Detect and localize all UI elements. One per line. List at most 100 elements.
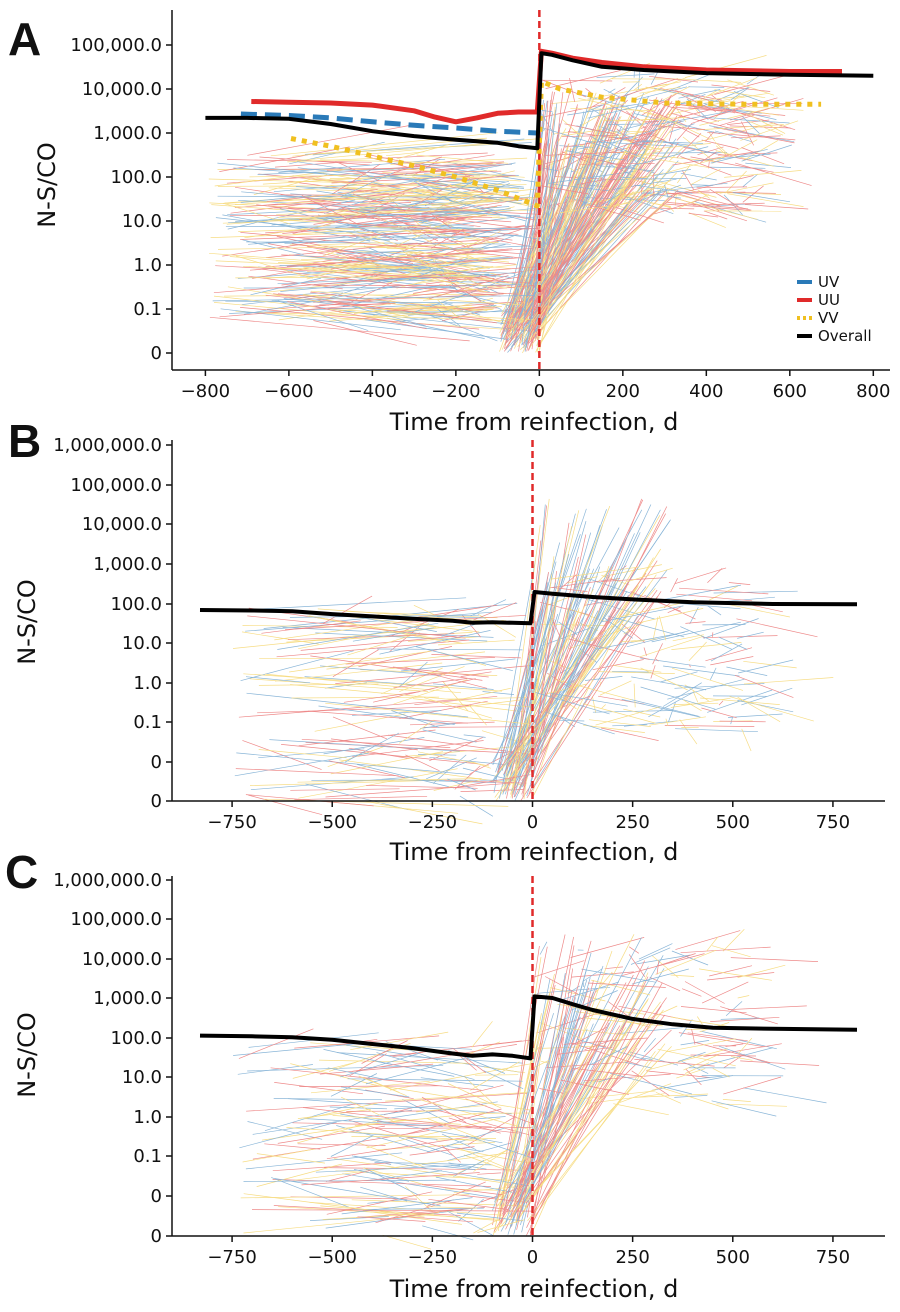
trajectory-line <box>326 1191 433 1215</box>
y-tick-label: 1,000.0 <box>93 554 162 575</box>
trajectory-line <box>525 955 664 1197</box>
trajectory-line <box>323 1049 392 1065</box>
trajectory-line <box>714 130 752 143</box>
trajectory-line <box>297 1119 380 1144</box>
x-tick-label: 500 <box>716 1247 750 1268</box>
x-tick-label: 200 <box>606 381 640 402</box>
trajectory-line <box>253 174 328 196</box>
trajectory-line <box>652 616 659 639</box>
trajectory-line <box>526 591 662 799</box>
trajectory-line <box>444 1188 498 1191</box>
trajectory-line <box>638 943 673 960</box>
trajectory-line <box>649 716 706 726</box>
trajectory-line <box>306 253 413 273</box>
trajectory-line <box>671 950 709 966</box>
trajectory-line <box>240 1194 470 1199</box>
trajectory-line <box>432 186 510 190</box>
trajectory-line <box>412 293 467 314</box>
trajectory-line <box>640 126 646 129</box>
trajectory-line <box>508 1023 564 1209</box>
trajectory-line <box>318 1059 471 1064</box>
trajectory-line <box>343 610 498 619</box>
trajectory-line <box>347 632 421 656</box>
trajectory-line <box>746 74 761 85</box>
trajectory-line <box>318 705 455 725</box>
trajectory-line <box>473 602 517 621</box>
panel-b: B 0 0 0.1 1.0 10.0 100.0 1,000.0 10,000.0 100,00… <box>8 415 885 866</box>
trajectory-line <box>612 671 652 673</box>
trajectory-line <box>399 719 435 744</box>
trajectory-line <box>668 702 676 722</box>
trajectory-line <box>393 678 468 689</box>
x-tick-label: −250 <box>408 812 457 833</box>
trajectory-line <box>521 968 665 1204</box>
trajectory-line <box>690 90 717 106</box>
trajectory-line <box>281 198 474 201</box>
trajectory-line <box>297 778 482 783</box>
trajectory-line <box>212 295 535 302</box>
trajectory-line <box>675 567 727 584</box>
trajectory-line <box>300 634 466 651</box>
trajectory-line <box>583 724 645 733</box>
trajectory-line <box>667 606 681 614</box>
trajectory-line <box>298 768 458 799</box>
trajectory-line <box>710 656 754 666</box>
trajectory-line <box>723 104 804 111</box>
trajectory-line <box>294 254 432 269</box>
individual-trajectories <box>208 55 834 1250</box>
trajectory-line <box>301 195 359 225</box>
trajectory-line <box>416 257 486 288</box>
trajectory-line <box>601 605 684 623</box>
trajectory-line <box>727 713 783 718</box>
trajectory-line <box>506 593 550 799</box>
trajectory-line <box>585 185 666 206</box>
trajectory-line <box>515 1028 588 1226</box>
trajectory-line <box>580 1090 656 1100</box>
trajectory-line <box>664 184 669 198</box>
trajectory-line <box>718 105 780 116</box>
trajectory-line <box>424 178 480 207</box>
trajectory-line <box>607 123 643 125</box>
trajectory-line <box>674 1095 708 1098</box>
trajectory-line <box>589 135 612 149</box>
trajectory-line <box>373 163 511 178</box>
trajectory-line <box>521 1035 640 1215</box>
trajectory-line <box>709 188 739 207</box>
trajectory-line <box>354 1112 486 1126</box>
trajectory-line <box>258 749 347 759</box>
trajectory-line <box>251 1209 532 1212</box>
trajectory-line <box>634 142 648 151</box>
trajectory-line <box>325 702 531 725</box>
y-tick-label: 1.0 <box>133 673 162 694</box>
trajectory-line <box>356 161 505 171</box>
trajectory-line <box>715 150 774 167</box>
trajectory-line <box>357 1142 426 1168</box>
trajectory-line <box>464 234 517 255</box>
trajectory-line <box>570 107 656 111</box>
trajectory-line <box>560 1079 629 1095</box>
trajectory-line <box>405 754 440 772</box>
trajectory-line <box>345 657 496 665</box>
trajectory-line <box>315 632 488 642</box>
panel-letter-a: A <box>8 13 41 65</box>
trajectory-line <box>247 615 466 639</box>
trajectory-line <box>470 1116 506 1120</box>
trajectory-line <box>459 1148 514 1172</box>
trajectory-line <box>530 186 587 342</box>
trajectory-line <box>685 1068 702 1086</box>
trajectory-line <box>508 567 636 767</box>
trajectory-line <box>663 85 691 101</box>
trajectory-line <box>676 1068 706 1079</box>
trajectory-line <box>707 605 722 616</box>
trajectory-line <box>308 615 463 644</box>
trajectory-line <box>633 83 643 91</box>
trajectory-line <box>329 309 536 321</box>
trajectory-line <box>504 525 541 784</box>
trajectory-line <box>466 1135 532 1159</box>
trajectory-line <box>327 745 385 768</box>
trajectory-line <box>420 1099 527 1130</box>
trajectory-line <box>398 1136 453 1156</box>
trajectory-line <box>674 683 765 689</box>
trajectory-line <box>519 504 652 788</box>
trajectory-line <box>598 1098 603 1101</box>
